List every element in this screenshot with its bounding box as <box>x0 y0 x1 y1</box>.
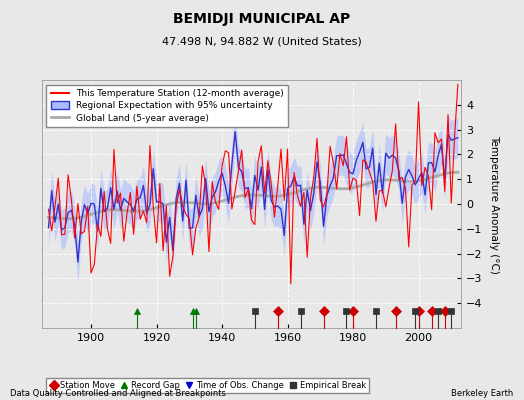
Text: BEMIDJI MUNICIPAL AP: BEMIDJI MUNICIPAL AP <box>173 12 351 26</box>
Legend: Station Move, Record Gap, Time of Obs. Change, Empirical Break: Station Move, Record Gap, Time of Obs. C… <box>46 378 369 393</box>
Text: 47.498 N, 94.882 W (United States): 47.498 N, 94.882 W (United States) <box>162 36 362 46</box>
Text: Berkeley Earth: Berkeley Earth <box>451 389 514 398</box>
Y-axis label: Temperature Anomaly (°C): Temperature Anomaly (°C) <box>489 134 499 274</box>
Text: Data Quality Controlled and Aligned at Breakpoints: Data Quality Controlled and Aligned at B… <box>10 389 226 398</box>
